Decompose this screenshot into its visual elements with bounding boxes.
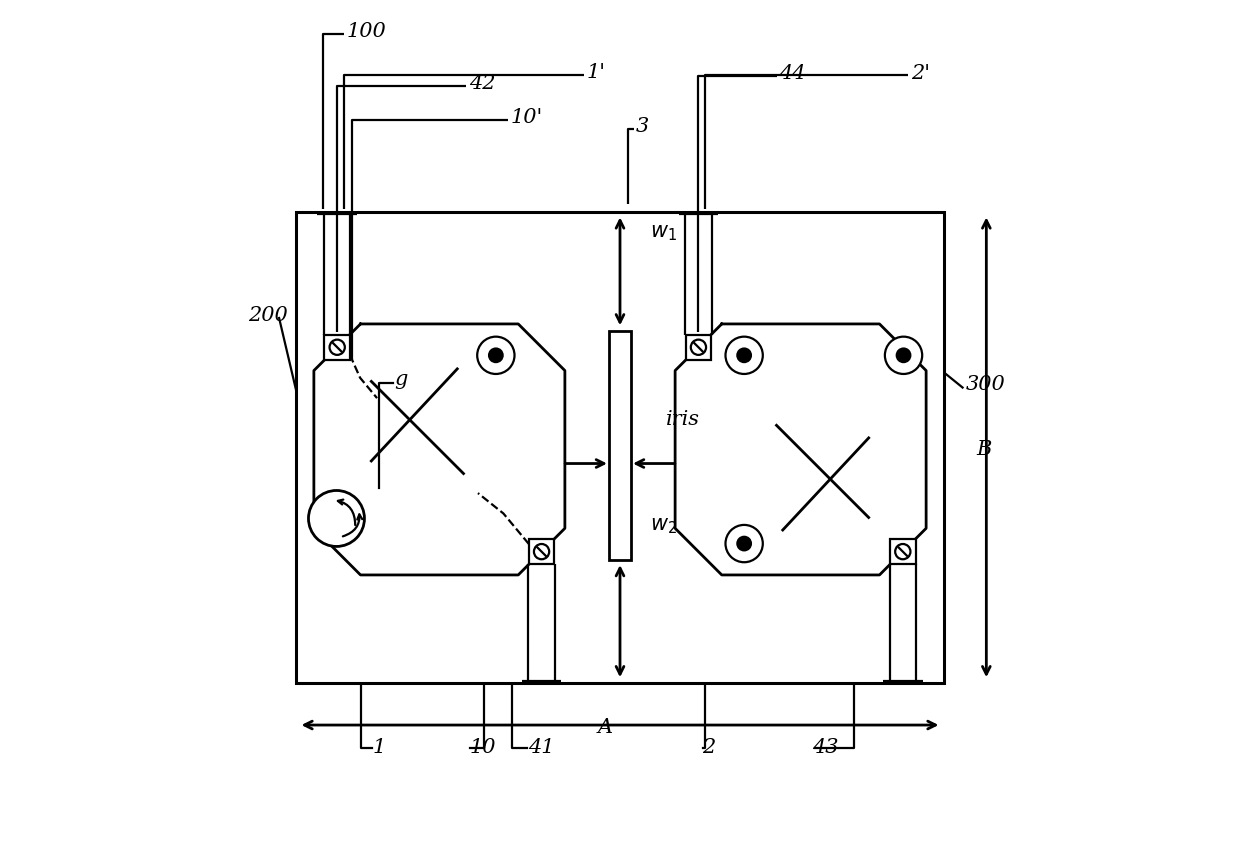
Text: 1': 1'	[587, 63, 605, 81]
Text: 41: 41	[527, 739, 554, 757]
Circle shape	[725, 337, 763, 374]
Circle shape	[330, 339, 345, 354]
Circle shape	[895, 544, 910, 560]
Circle shape	[309, 490, 365, 546]
Text: 10: 10	[470, 739, 496, 757]
Bar	[325, 334, 350, 360]
Text: g: g	[394, 371, 408, 389]
Bar	[890, 539, 915, 565]
Bar	[528, 539, 554, 565]
Text: $w_1$: $w_1$	[650, 223, 677, 243]
Text: 300: 300	[966, 376, 1006, 394]
Text: A: A	[598, 718, 613, 737]
Text: 200: 200	[248, 306, 289, 325]
Bar	[296, 212, 944, 683]
Circle shape	[897, 349, 910, 362]
Text: 2: 2	[702, 739, 715, 757]
Text: 42: 42	[469, 74, 496, 92]
Text: iris: iris	[666, 410, 699, 429]
Text: 3: 3	[636, 117, 650, 136]
Bar	[686, 334, 712, 360]
Text: 43: 43	[812, 739, 838, 757]
Text: 44: 44	[780, 64, 806, 83]
Bar	[609, 331, 631, 560]
Circle shape	[489, 349, 502, 362]
Circle shape	[738, 537, 751, 550]
Text: B: B	[976, 440, 992, 459]
Text: 1: 1	[372, 739, 386, 757]
Text: $w_2$: $w_2$	[650, 516, 677, 536]
Circle shape	[885, 337, 923, 374]
Circle shape	[725, 525, 763, 562]
Text: 10': 10'	[511, 109, 543, 127]
Circle shape	[534, 544, 549, 560]
Circle shape	[477, 337, 515, 374]
Text: 100: 100	[347, 22, 387, 41]
Text: 2': 2'	[911, 64, 930, 83]
Circle shape	[691, 339, 706, 354]
Circle shape	[738, 349, 751, 362]
